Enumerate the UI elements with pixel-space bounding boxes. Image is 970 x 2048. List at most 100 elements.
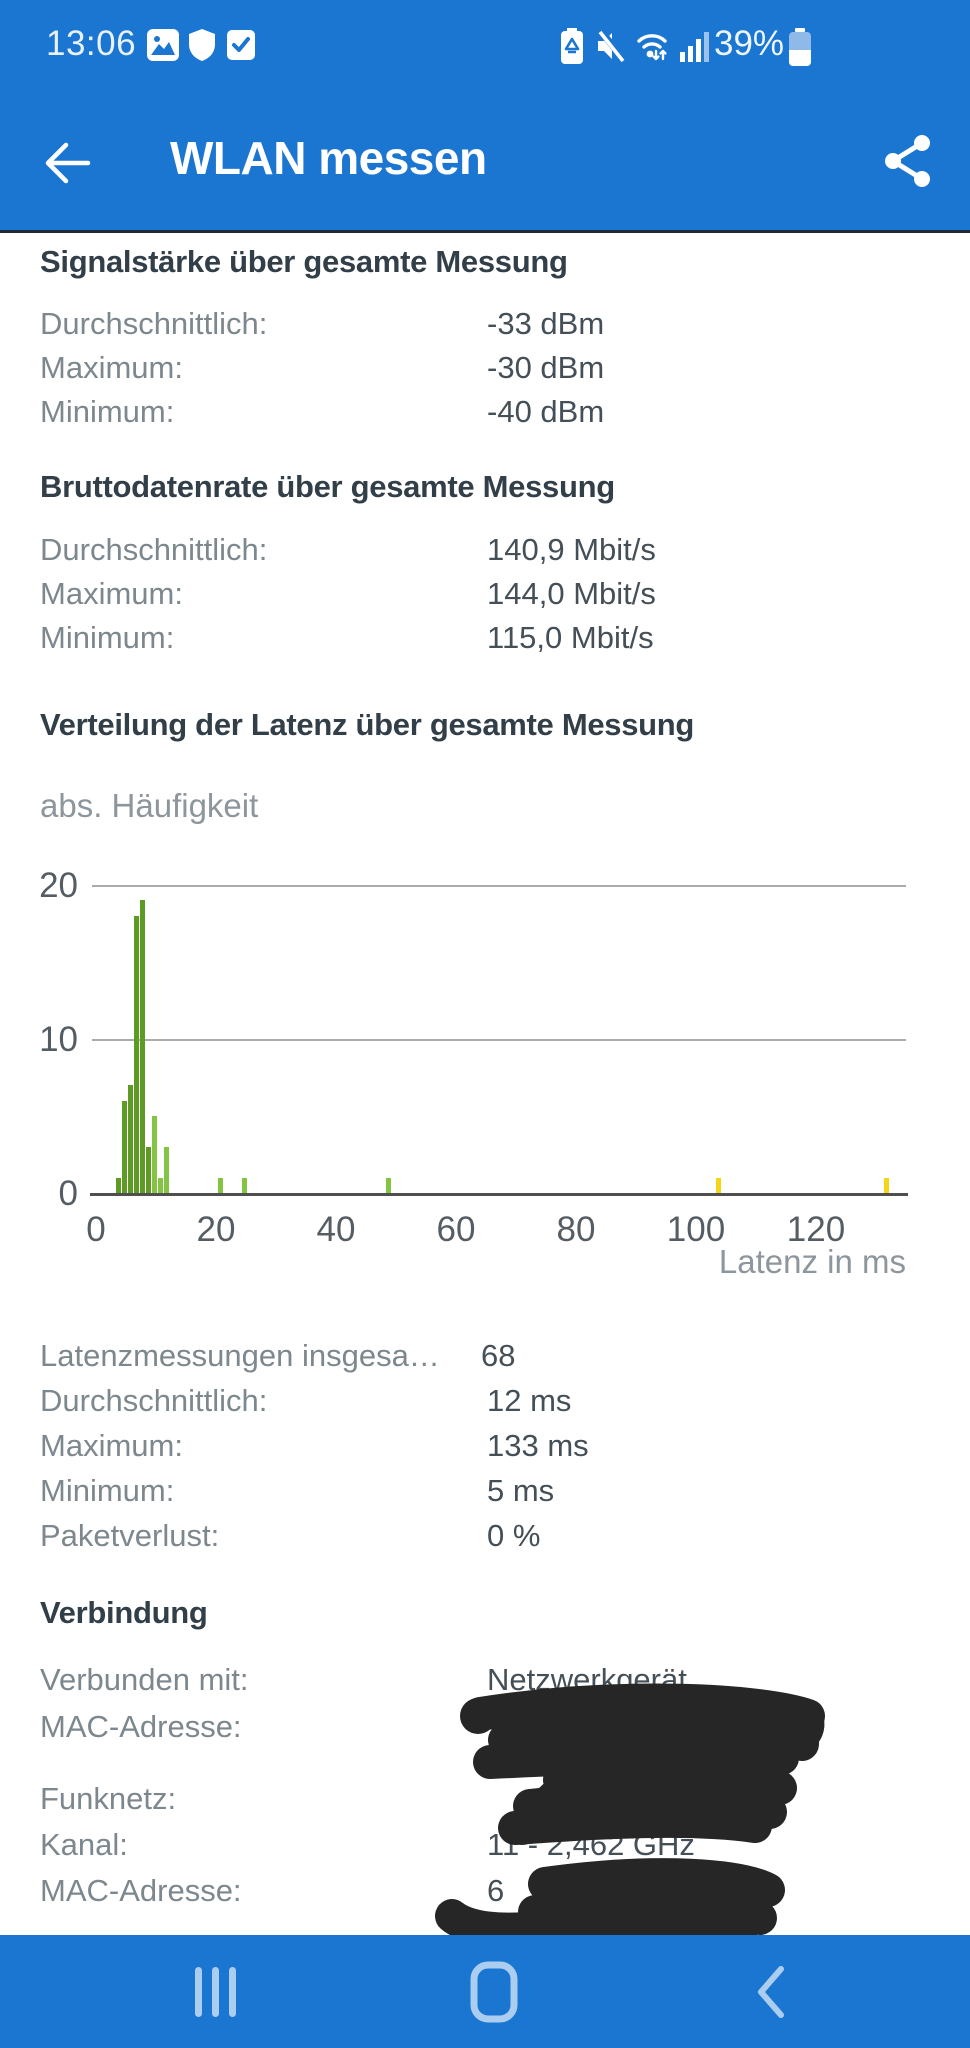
stat-label: Kanal:: [40, 1827, 128, 1862]
gallery-icon: [147, 29, 179, 61]
connection-row: MAC-Adresse: 6: [40, 1871, 940, 1911]
stat-value: Netzwerkgerät: [487, 1662, 687, 1697]
stat-label: Minimum:: [40, 394, 175, 429]
battery-percent: 39%: [714, 24, 785, 63]
histogram-bar: [152, 1116, 157, 1193]
stat-value: -33 dBm: [487, 306, 605, 341]
y-tick-label: 20: [39, 866, 78, 905]
back-arrow-icon[interactable]: [40, 135, 96, 191]
histogram-bar: [884, 1178, 889, 1193]
stat-label: Latenzmessungen insgesa…: [40, 1338, 440, 1373]
stat-row: Minimum: 5 ms: [40, 1471, 940, 1511]
title-bar: WLAN messen: [0, 95, 970, 233]
x-tick-label: 20: [196, 1210, 236, 1249]
back-icon[interactable]: [737, 1957, 807, 2027]
histogram-bar: [140, 900, 145, 1193]
battery-saver-icon: [561, 28, 583, 64]
page-title: WLAN messen: [170, 132, 487, 184]
stat-row: Durchschnittlich: 140,9 Mbit/s: [40, 530, 940, 570]
stat-label: Maximum:: [40, 576, 183, 611]
connection-row: Funknetz:: [40, 1779, 940, 1819]
histogram-bar: [116, 1178, 121, 1193]
stat-value: 115,0 Mbit/s: [487, 620, 654, 655]
stat-value: 133 ms: [487, 1428, 589, 1463]
chart-xlabel: Latenz in ms: [718, 1243, 906, 1280]
stat-value: -30 dBm: [487, 350, 605, 385]
navigation-bar: [0, 1935, 970, 2048]
stat-row: Paketverlust: 0 %: [40, 1516, 940, 1556]
recents-icon[interactable]: [181, 1957, 251, 2027]
chart-ylabel: abs. Häufigkeit: [40, 787, 259, 824]
histogram-bar: [164, 1147, 169, 1193]
stat-label: MAC-Adresse:: [40, 1873, 242, 1908]
x-tick-label: 0: [86, 1210, 106, 1249]
stat-row: Minimum: -40 dBm: [40, 392, 940, 432]
stat-row: Durchschnittlich: -33 dBm: [40, 304, 940, 344]
section-title-datarate: Bruttodatenrate über gesamte Messung: [40, 469, 615, 504]
connection-row: MAC-Adresse:: [40, 1707, 940, 1747]
stat-row: Latenzmessungen insgesa… 68: [40, 1336, 940, 1376]
share-icon[interactable]: [882, 133, 934, 189]
status-time: 13:06: [46, 24, 137, 63]
mute-icon: [598, 28, 626, 63]
signal-icon: [680, 32, 709, 62]
histogram-bar: [134, 916, 139, 1193]
stat-label: Funknetz:: [40, 1781, 177, 1816]
status-bar: 13:06: [0, 22, 970, 74]
checkbox-icon: [227, 30, 255, 60]
stat-row: Minimum: 115,0 Mbit/s: [40, 618, 940, 658]
stat-value-redacted: 6: [487, 1873, 505, 1908]
stat-value: 5 ms: [487, 1473, 555, 1508]
stat-label: Durchschnittlich:: [40, 1383, 268, 1418]
histogram-bar: [122, 1101, 127, 1193]
x-tick-label: 100: [666, 1210, 726, 1249]
x-tick-label: 40: [316, 1210, 356, 1249]
histogram-bar: [386, 1178, 391, 1193]
stat-value: 140,9 Mbit/s: [487, 532, 656, 567]
stat-label: Maximum:: [40, 350, 183, 385]
home-icon[interactable]: [459, 1957, 529, 2027]
y-tick-label: 10: [39, 1020, 78, 1059]
y-tick-label: 0: [58, 1174, 78, 1213]
section-title-latency: Verteilung der Latenz über gesamte Messu…: [40, 707, 695, 742]
histogram-bar: [146, 1147, 151, 1193]
section-title-connection: Verbindung: [40, 1595, 208, 1630]
histogram-bar: [158, 1178, 163, 1193]
x-tick-label: 80: [556, 1210, 596, 1249]
histogram-bar: [242, 1178, 247, 1193]
stat-label: Verbunden mit:: [40, 1662, 249, 1697]
stat-row: Maximum: -30 dBm: [40, 348, 940, 388]
stat-value: 0 %: [487, 1518, 541, 1553]
stat-label: Maximum:: [40, 1428, 183, 1463]
stat-label: Minimum:: [40, 620, 175, 655]
battery-icon: [789, 28, 811, 66]
stat-row: Maximum: 144,0 Mbit/s: [40, 574, 940, 614]
stat-label: Durchschnittlich:: [40, 306, 268, 341]
x-tick-label: 120: [786, 1210, 846, 1249]
stat-row: Durchschnittlich: 12 ms: [40, 1381, 940, 1421]
latency-histogram: Latenz in ms 0 10 20 0 20 40 60 80 100 120: [0, 850, 970, 1320]
x-axis-line: [90, 1193, 908, 1196]
connection-row: Verbunden mit: Netzwerkgerät: [40, 1660, 940, 1700]
shield-icon: [189, 29, 215, 61]
stat-row: Maximum: 133 ms: [40, 1426, 940, 1466]
section-title-signal: Signalstärke über gesamte Messung: [40, 244, 568, 279]
stat-label: MAC-Adresse:: [40, 1709, 242, 1744]
wifi-icon: [637, 34, 667, 61]
histogram-bar: [218, 1178, 223, 1193]
stat-label: Minimum:: [40, 1473, 175, 1508]
x-tick-label: 60: [436, 1210, 476, 1249]
connection-row: Kanal: 11 - 2,462 GHz: [40, 1825, 940, 1865]
stat-label: Paketverlust:: [40, 1518, 220, 1553]
app-bar: 13:06: [0, 0, 970, 233]
stat-value: 12 ms: [487, 1383, 572, 1418]
stat-label: Durchschnittlich:: [40, 532, 268, 567]
stat-value: 144,0 Mbit/s: [487, 576, 656, 611]
stat-value: 11 - 2,462 GHz: [487, 1827, 695, 1862]
histogram-bar: [128, 1085, 133, 1193]
stat-value: 68: [481, 1338, 516, 1373]
stat-value: -40 dBm: [487, 394, 605, 429]
grid-line: [92, 885, 906, 887]
histogram-bar: [716, 1178, 721, 1193]
